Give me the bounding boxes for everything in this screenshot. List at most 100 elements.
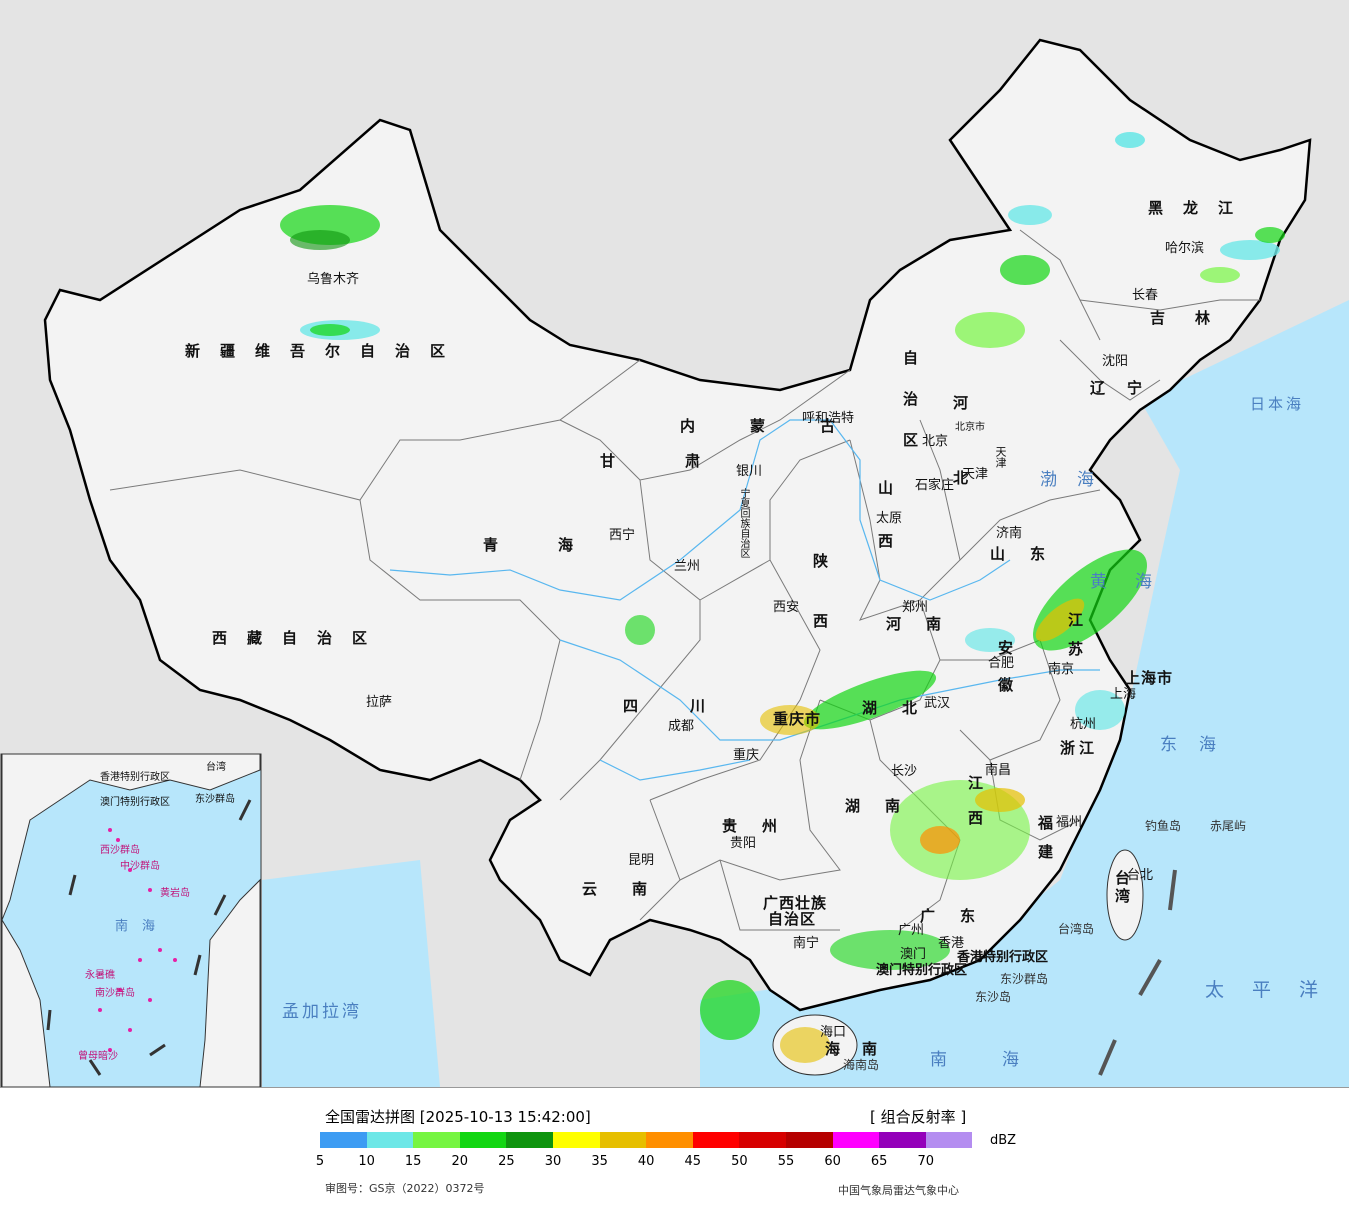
province-hebei: 河北 xyxy=(951,395,969,545)
city-kunming: 昆明 xyxy=(628,853,655,868)
inset-dashes xyxy=(46,799,252,1076)
sea-pacific: 太平洋 xyxy=(1205,979,1347,1001)
island-chiwei: 赤尾屿 xyxy=(1210,819,1247,833)
city-wuhan: 武汉 xyxy=(924,696,951,711)
province-yunnan: 云南 xyxy=(582,880,683,898)
color-tick-7: 40 xyxy=(637,1154,655,1169)
color-tick-5: 30 xyxy=(544,1154,562,1169)
color-swatch-0 xyxy=(320,1132,367,1148)
island-diaoyu: 钓鱼岛 xyxy=(1145,819,1182,833)
color-swatch-3 xyxy=(459,1132,507,1148)
island-dongsha-islands: 东沙群岛 xyxy=(1000,972,1049,986)
city-changsha: 长沙 xyxy=(891,764,918,779)
province-xinjiang: 新疆维吾尔自治区 xyxy=(185,342,466,360)
city-changchun: 长春 xyxy=(1132,288,1159,303)
province-henan: 河南 xyxy=(886,615,967,633)
province-shandong: 山东 xyxy=(990,545,1071,563)
color-scale-ticks: 5 10 15 20 25 30 35 40 45 50 55 60 65 70 xyxy=(316,1154,1020,1172)
inset-land xyxy=(1,753,261,921)
province-guangxi-2: 自治区 xyxy=(768,910,817,928)
inset-south-sea: 南海 xyxy=(115,919,170,934)
color-swatch-13 xyxy=(925,1132,973,1148)
province-xizang: 西藏自治区 xyxy=(212,629,388,647)
inset-dongsha: 东沙群岛 xyxy=(195,794,235,805)
city-lhasa: 拉萨 xyxy=(366,695,393,710)
city-nanjing: 南京 xyxy=(1048,662,1075,677)
inset-xisha: 西沙群岛 xyxy=(100,845,140,856)
city-taipei: 台北 xyxy=(1127,868,1154,883)
province-hainan: 海南 xyxy=(825,1040,900,1058)
map-approval-number: 审图号：GS京（2022）0372号 xyxy=(325,1182,485,1195)
color-swatch-1 xyxy=(366,1132,414,1148)
city-xian: 西安 xyxy=(773,600,800,615)
color-swatch-7 xyxy=(646,1132,693,1148)
province-anhui: 安徽 xyxy=(996,640,1014,714)
color-tick-3: 20 xyxy=(451,1154,469,1169)
city-hongkong: 香港 xyxy=(938,936,965,951)
province-macao: 澳门特别行政区 xyxy=(876,963,968,978)
city-guangzhou: 广州 xyxy=(898,923,925,938)
city-shanghai: 上海 xyxy=(1110,687,1137,702)
sea-japan: 日本海 xyxy=(1250,395,1305,413)
province-hunan: 湖南 xyxy=(845,797,926,815)
province-liaoning: 辽宁 xyxy=(1090,379,1165,397)
province-neimenggu-2: 自治区 xyxy=(901,350,919,473)
city-macau: 澳门 xyxy=(900,947,927,962)
city-lanzhou: 兰州 xyxy=(674,559,701,574)
color-swatch-2 xyxy=(413,1132,460,1148)
province-zhejiang: 浙江 xyxy=(1060,739,1099,757)
city-nanning: 南宁 xyxy=(793,936,820,951)
legend-panel: 全国雷达拼图 [2025-10-13 15:42:00] [ 组合反射率 ] 5… xyxy=(0,1088,1349,1208)
inset-land-west xyxy=(1,918,51,1087)
city-hefei: 合肥 xyxy=(988,656,1015,671)
city-zhengzhou: 郑州 xyxy=(902,600,929,615)
city-shijiazhuang: 石家庄 xyxy=(915,478,955,493)
color-swatch-10 xyxy=(785,1132,833,1148)
province-beijing: 北京市 xyxy=(955,422,985,433)
province-boundaries xyxy=(109,229,1260,931)
china-land xyxy=(43,38,1312,1012)
color-swatch-8 xyxy=(692,1132,740,1148)
sea-east: 东海 xyxy=(1160,735,1238,755)
inset-yongshu: 永暑礁 xyxy=(85,970,115,981)
color-tick-1: 10 xyxy=(358,1154,375,1169)
inset-hk: 香港特别行政区 xyxy=(100,772,170,783)
island-taiwan: 台湾岛 xyxy=(1058,922,1095,936)
inset-zhongsha: 中沙群岛 xyxy=(120,861,160,872)
province-shaanxi: 陕西 xyxy=(811,553,829,673)
color-tick-4: 25 xyxy=(498,1154,515,1169)
city-nanchang: 南昌 xyxy=(985,763,1012,778)
inset-nansha: 南沙群岛 xyxy=(95,988,135,999)
city-beijing: 北京 xyxy=(922,434,949,449)
province-guangdong: 广东 xyxy=(920,907,1001,925)
color-tick-2: 15 xyxy=(404,1154,422,1169)
sea-area-bengal xyxy=(262,860,440,1087)
city-harbin: 哈尔滨 xyxy=(1165,241,1205,256)
province-ningxia: 宁夏回族自治区 xyxy=(738,488,749,558)
sea-yellow: 黄海 xyxy=(1090,572,1180,592)
sea-bengal: 孟加拉湾 xyxy=(282,1002,362,1022)
color-swatch-6 xyxy=(599,1132,647,1148)
province-fujian: 福建 xyxy=(1036,815,1054,873)
sea-south: 南海 xyxy=(930,1050,1074,1070)
city-haikou: 海口 xyxy=(820,1025,847,1040)
mosaic-title: 全国雷达拼图 [2025-10-13 15:42:00] xyxy=(325,1108,591,1126)
province-hubei: 湖北 xyxy=(862,699,943,717)
province-neimenggu: 内蒙古 xyxy=(680,417,891,435)
inset-taiwan: 台湾 xyxy=(206,762,226,773)
color-swatch-12 xyxy=(879,1132,926,1148)
city-taiyuan: 太原 xyxy=(876,511,903,526)
city-fuzhou: 福州 xyxy=(1056,815,1083,830)
inset-land-east xyxy=(199,878,261,1087)
province-sichuan: 四川 xyxy=(623,697,758,715)
province-gansu: 甘肃 xyxy=(600,452,771,470)
city-urumqi: 乌鲁木齐 xyxy=(307,272,360,287)
island-hainan: 海南岛 xyxy=(843,1058,880,1072)
color-tick-8: 45 xyxy=(684,1154,702,1169)
color-swatch-5 xyxy=(552,1132,600,1148)
color-swatch-9 xyxy=(739,1132,786,1148)
province-chongqing: 重庆市 xyxy=(773,710,822,728)
city-hangzhou: 杭州 xyxy=(1070,717,1097,732)
city-hohhot: 呼和浩特 xyxy=(802,411,855,426)
province-jiangxi: 江西 xyxy=(966,775,984,845)
